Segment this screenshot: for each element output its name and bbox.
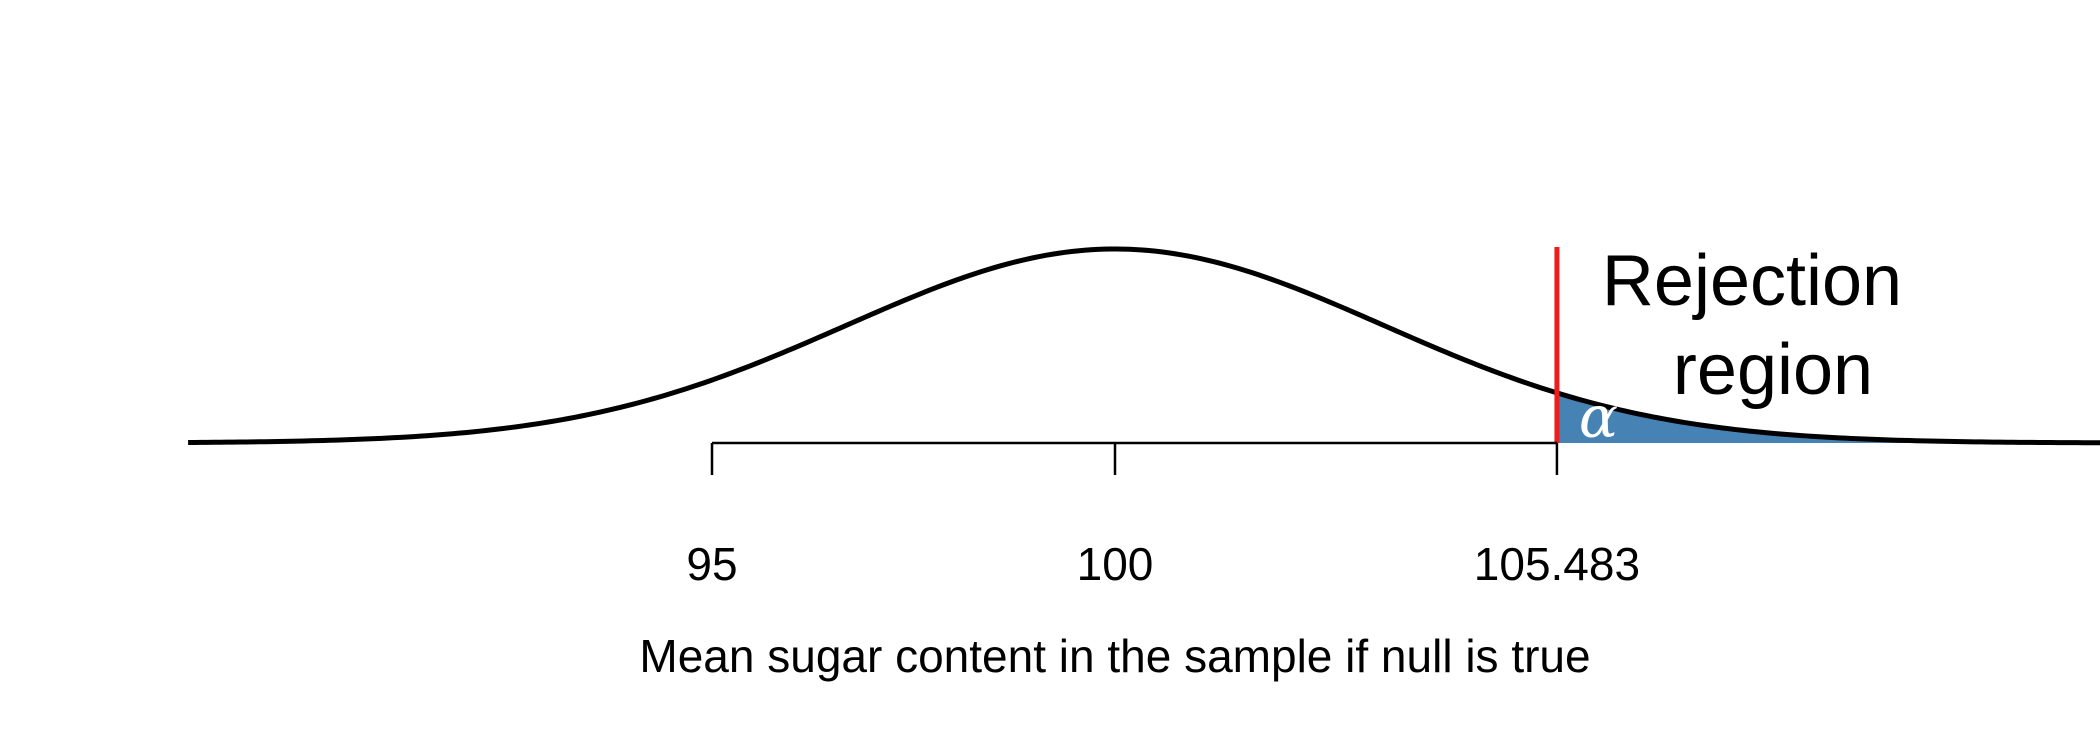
x-axis-title: Mean sugar content in the sample if null…: [639, 630, 1590, 682]
x-tick-label: 95: [686, 538, 737, 590]
density-curve: [188, 246, 2100, 446]
x-tick-label: 100: [1077, 538, 1154, 590]
x-axis: 95 100 105.483: [686, 441, 1640, 590]
rejection-region-label-line-2: region: [1673, 330, 1873, 410]
alpha-label: α: [1579, 383, 1618, 451]
rejection-area-fill: [1556, 392, 2100, 443]
x-tick-label: 105.483: [1474, 538, 1640, 590]
rejection-region-label-line-1: Rejection: [1602, 241, 1902, 321]
